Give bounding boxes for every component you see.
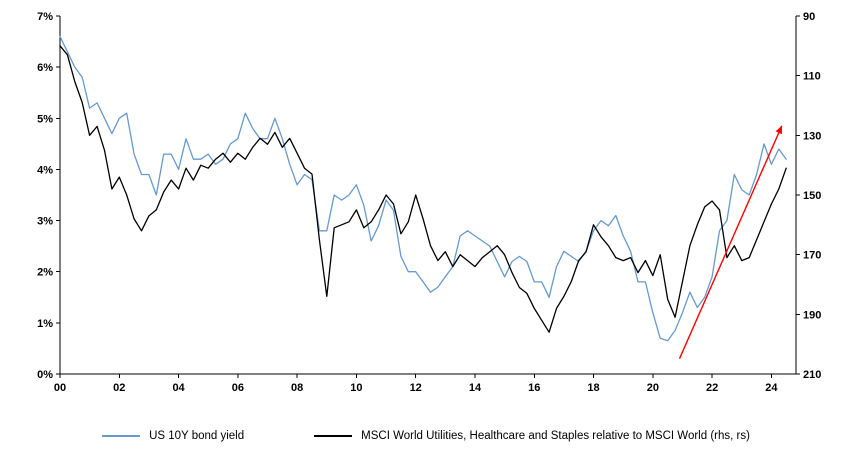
right-axis-tick-label: 90 — [803, 11, 815, 23]
left-axis-tick-label: 6% — [37, 62, 53, 74]
x-axis-tick-label: 08 — [291, 382, 303, 394]
left-axis-tick-label: 4% — [37, 164, 53, 176]
right-axis-tick-label: 210 — [803, 369, 821, 381]
legend-swatch-msci-relative — [314, 435, 353, 437]
left-axis-tick-label: 7% — [37, 11, 53, 23]
right-axis-tick-label: 170 — [803, 250, 821, 262]
x-axis-tick-label: 24 — [765, 382, 778, 394]
legend-label-msci-relative: MSCI World Utilities, Healthcare and Sta… — [361, 430, 750, 442]
right-axis-tick-label: 150 — [803, 190, 821, 202]
left-axis-tick-label: 5% — [37, 113, 53, 125]
x-axis-tick-label: 04 — [172, 382, 185, 394]
right-axis-tick-label: 110 — [803, 71, 821, 83]
legend-item-us-10y: US 10Y bond yield — [102, 430, 244, 442]
x-axis-tick-label: 02 — [113, 382, 125, 394]
left-axis-tick-label: 2% — [37, 267, 53, 279]
chart-legend: US 10Y bond yield MSCI World Utilities, … — [0, 412, 852, 455]
chart-canvas: 0% 1% 2% 3% 4% 5% 6% 7% 90 110 130 150 170 190 210 00 02… — [37, 11, 821, 394]
left-axis-tick-label: 1% — [37, 318, 53, 330]
x-axis-tick-label: 10 — [350, 382, 362, 394]
x-axis-tick-label: 16 — [528, 382, 540, 394]
right-axis-tick-label: 190 — [803, 309, 821, 321]
us-10y-yield-line — [59, 35, 787, 342]
x-axis-tick-label: 14 — [469, 382, 482, 394]
legend-item-msci-relative: MSCI World Utilities, Healthcare and Sta… — [314, 430, 750, 442]
x-axis-tick-label: 20 — [647, 382, 659, 394]
x-axis-tick-label: 18 — [587, 382, 599, 394]
x-axis-tick-label: 12 — [410, 382, 422, 394]
left-axis-tick-label: 3% — [37, 216, 53, 228]
x-axis-tick-label: 06 — [232, 382, 244, 394]
legend-label-us-10y: US 10Y bond yield — [149, 430, 245, 442]
legend-swatch-us-10y — [102, 435, 141, 437]
trend-arrow — [678, 125, 783, 359]
left-axis-tick-label: 0% — [37, 369, 53, 381]
x-axis-tick-label: 00 — [54, 382, 66, 394]
x-axis-tick-label: 22 — [706, 382, 718, 394]
right-axis-tick-label: 130 — [803, 130, 821, 142]
msci-relative-line — [59, 45, 787, 333]
